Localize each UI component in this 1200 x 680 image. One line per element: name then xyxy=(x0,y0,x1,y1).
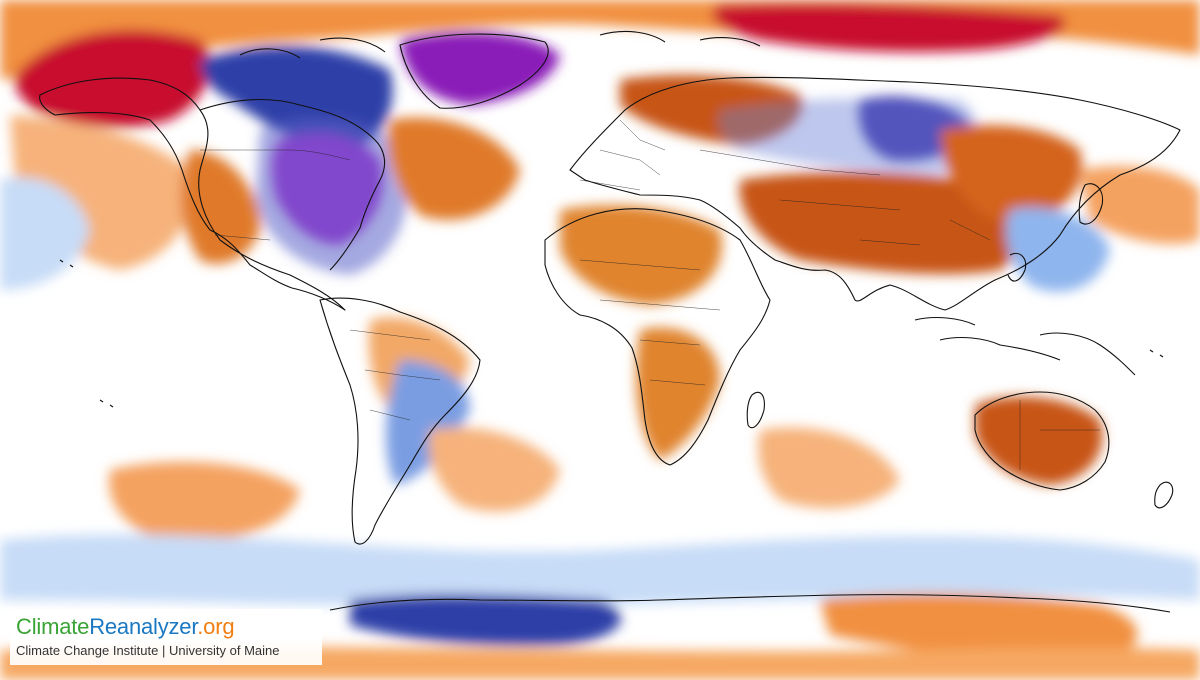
pacific-warm-east xyxy=(1080,166,1200,244)
europe-borders xyxy=(579,119,666,191)
arctic-islands-outline xyxy=(239,30,761,59)
madagascar-outline xyxy=(746,391,765,429)
north-africa-warm xyxy=(560,205,722,305)
asia-borders xyxy=(699,149,991,246)
australia-outline xyxy=(974,391,1110,491)
climate-reanalyzer-watermark: ClimateReanalyzer.org Climate Change Ins… xyxy=(10,609,322,665)
africa-outline xyxy=(544,208,771,466)
east-asia-warm xyxy=(940,125,1082,225)
us-mexico-border xyxy=(214,234,271,241)
antarctic-warm xyxy=(820,593,1138,661)
borders xyxy=(200,119,1100,470)
north-pacific-cold xyxy=(1006,207,1110,292)
coastlines xyxy=(39,30,1181,613)
antarctica-outline xyxy=(329,594,1171,613)
brand-logo-climate: Climate xyxy=(16,614,90,639)
south-pacific-warm xyxy=(109,461,300,541)
new-zealand-outline xyxy=(1154,481,1174,509)
australia-warm xyxy=(975,396,1103,485)
south-america-outline xyxy=(319,297,481,545)
greenland-outline xyxy=(399,33,549,109)
south-america-borders xyxy=(349,329,441,421)
brand-logo-reanalyzer: Reanalyzer xyxy=(89,614,198,639)
brand-logo-org: .org xyxy=(197,614,235,639)
japan-outline xyxy=(1078,183,1104,225)
greenland-cold-extreme xyxy=(400,31,560,105)
institution-subtitle: Climate Change Institute | University of… xyxy=(16,643,280,658)
brand-logo: ClimateReanalyzer.org xyxy=(16,613,316,641)
pacific-cold-west xyxy=(0,177,90,290)
australia-borders xyxy=(1019,400,1100,470)
africa-borders xyxy=(579,259,721,386)
eurasia-outline xyxy=(569,76,1181,311)
north-america-outline xyxy=(39,77,386,311)
siberia-warm-extreme xyxy=(712,3,1066,52)
southern-ocean-cold xyxy=(0,534,1200,607)
atlantic-warm-spot xyxy=(388,117,520,220)
south-america-cold xyxy=(385,360,470,485)
western-us-warm xyxy=(181,150,260,264)
southeast-asia-islands-outline xyxy=(914,252,1136,376)
southern-africa-warm xyxy=(636,327,720,460)
antarctic-cold xyxy=(350,594,621,646)
indian-ocean-warm xyxy=(758,427,900,509)
south-atlantic-warm xyxy=(428,427,560,512)
south-asia-warm xyxy=(739,172,1021,275)
eastern-us-cold-halo xyxy=(255,118,408,275)
central-asia-cold-halo xyxy=(718,98,978,175)
small-islands-outline xyxy=(59,259,1164,408)
us-canada-border xyxy=(200,149,351,161)
